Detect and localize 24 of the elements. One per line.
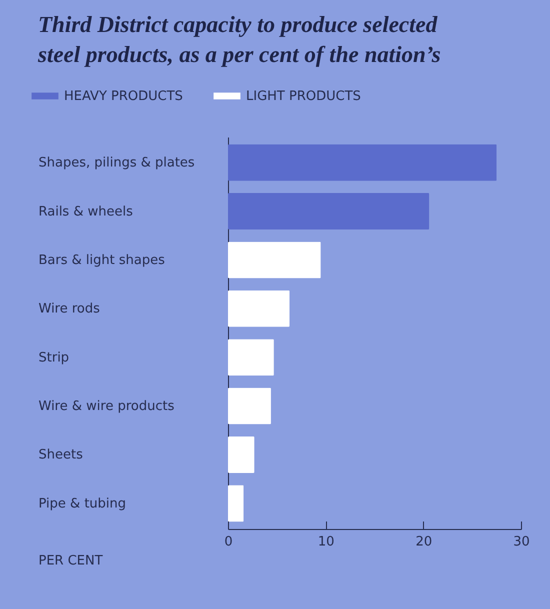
bar xyxy=(228,144,497,181)
legend-label: HEAVY PRODUCTS xyxy=(64,89,183,104)
bar xyxy=(228,242,321,278)
x-tick-label: 30 xyxy=(513,534,530,550)
x-tick-label: 20 xyxy=(416,534,432,550)
bar xyxy=(228,290,290,327)
x-axis-title: PER CENT xyxy=(38,554,103,568)
y-tick-label: Rails & wheels xyxy=(38,204,134,220)
chart-title: Third District capacity to produce selected steel products, as a per cent of the nation’s xyxy=(37,12,441,67)
legend-label: LIGHT PRODUCTS xyxy=(246,89,361,104)
bar xyxy=(228,436,254,473)
y-tick-label: Wire rods xyxy=(38,302,100,317)
x-tick-label: 10 xyxy=(318,534,334,550)
bar xyxy=(228,339,274,376)
x-tick-label: 0 xyxy=(224,534,233,550)
y-tick-label: Sheets xyxy=(38,448,84,463)
y-tick-label: Bars & light shapes xyxy=(38,252,166,268)
y-tick-label: Pipe & tubing xyxy=(38,496,126,512)
y-tick-label: Strip xyxy=(38,350,70,366)
bar xyxy=(228,485,244,522)
bar xyxy=(228,193,430,230)
y-tick-label: Wire & wire products xyxy=(38,399,175,414)
y-tick-label: Shapes, pilings & plates xyxy=(38,156,195,171)
bar xyxy=(228,388,271,424)
